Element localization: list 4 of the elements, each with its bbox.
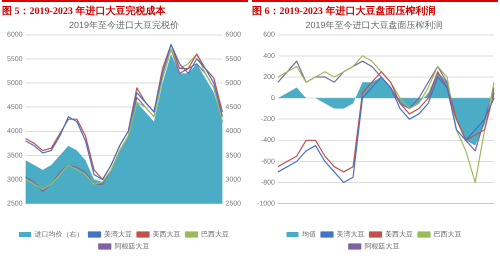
chart-subtitle: 2019年至今进口大豆盘面压榨利润 — [305, 20, 443, 30]
chart-title: 图 5：2019-2023 年进口大豆完税成本 — [2, 4, 166, 18]
chart-title: 图 6：2019-2023 年进口大豆盘面压榨利润 — [252, 4, 436, 18]
chart-subtitle: 2019年至今进口大豆完税价 — [68, 20, 180, 30]
